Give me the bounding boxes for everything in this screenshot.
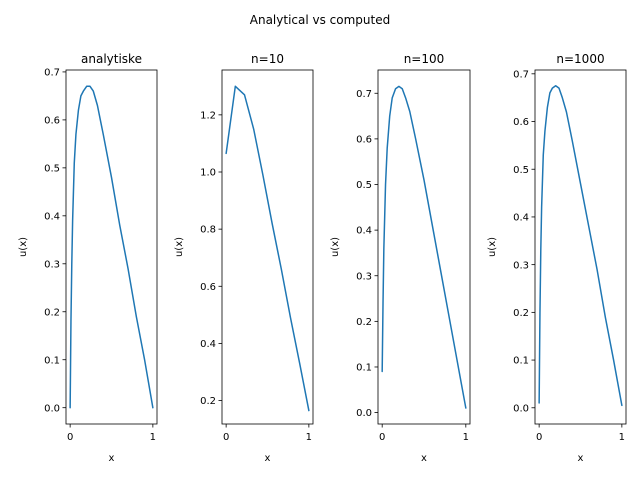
x-tick-label: 1 — [619, 432, 625, 443]
series-line — [225, 85, 310, 412]
axes-frame — [377, 69, 471, 425]
y-tick-label: 0.6 — [44, 115, 60, 126]
x-tick-label: 1 — [463, 432, 469, 443]
x-tick-label: 0 — [536, 432, 542, 443]
x-axis-label: x — [109, 453, 115, 464]
y-tick-label: 0.0 — [44, 403, 60, 414]
y-tick-label: 0.2 — [356, 317, 372, 328]
y-tick-label: 0.8 — [200, 225, 216, 236]
plot-area: 0 1 0.0 0.1 0.2 0.3 0.4 0.5 0.6 0.7 — [356, 69, 471, 443]
y-axis-label: u(x) — [174, 237, 185, 257]
x-axis-label: x — [578, 453, 584, 464]
series-line — [538, 84, 623, 407]
y-axis-label: u(x) — [18, 237, 29, 257]
x-tick-label: 1 — [306, 432, 312, 443]
plot-area: 0 1 0.0 0.1 0.2 0.3 0.4 0.5 0.6 0.7 — [44, 68, 158, 443]
x-tick-label: 0 — [67, 432, 73, 443]
subplot-n10: n=10 x u(x) 0 1 0.2 0.4 0.6 0.8 1.0 1.2 — [174, 52, 314, 464]
y-axis-label: u(x) — [487, 237, 498, 257]
y-tick-label: 0.3 — [44, 259, 60, 270]
y-tick-label: 1.2 — [200, 110, 216, 121]
x-tick-label: 0 — [223, 432, 229, 443]
y-axis-label: u(x) — [330, 237, 341, 257]
y-tick-label: 0.0 — [356, 408, 372, 419]
y-tick-label: 0.7 — [513, 69, 529, 80]
plot-area: 0 1 0.0 0.1 0.2 0.3 0.4 0.5 0.6 0.7 — [513, 69, 627, 443]
y-tick-label: 0.2 — [200, 396, 216, 407]
y-tick-label: 0.1 — [513, 356, 529, 367]
x-axis-label: x — [265, 453, 271, 464]
subplot-title: n=1000 — [556, 52, 604, 66]
y-tick-label: 0.6 — [513, 117, 529, 128]
series-line — [69, 85, 154, 409]
y-tick-label: 0.6 — [356, 134, 372, 145]
y-tick-label: 0.2 — [44, 307, 60, 318]
axes-frame — [65, 69, 158, 425]
subplot-title: n=10 — [251, 52, 284, 66]
subplot-n1000: n=1000 x u(x) 0 1 0.0 0.1 0.2 0.3 0.4 0.5 0.6 0.7 — [487, 52, 627, 464]
subplot-analytiske: analytiske x u(x) 0 1 0.0 0.1 0.2 0.3 0.4 0.5 0.… — [18, 52, 158, 464]
y-tick-label: 0.7 — [44, 68, 60, 79]
y-tick-label: 1.0 — [200, 168, 216, 179]
figure-title: Analytical vs computed — [250, 13, 390, 27]
y-tick-label: 0.4 — [356, 226, 372, 237]
x-axis-label: x — [421, 453, 427, 464]
x-tick-label: 0 — [379, 432, 385, 443]
plot-area: 0 1 0.2 0.4 0.6 0.8 1.0 1.2 — [200, 69, 314, 443]
series-line — [381, 85, 467, 409]
y-tick-label: 0.2 — [513, 308, 529, 319]
x-tick-label: 1 — [150, 432, 156, 443]
y-tick-label: 0.3 — [356, 271, 372, 282]
y-tick-label: 0.0 — [513, 403, 529, 414]
y-tick-label: 0.5 — [513, 165, 529, 176]
y-tick-label: 0.1 — [44, 355, 60, 366]
y-tick-label: 0.7 — [356, 89, 372, 100]
y-tick-label: 0.6 — [200, 282, 216, 293]
axes-frame — [534, 69, 627, 425]
y-tick-label: 0.4 — [513, 213, 529, 224]
y-tick-label: 0.1 — [356, 363, 372, 374]
y-tick-label: 0.5 — [44, 163, 60, 174]
y-tick-label: 0.4 — [200, 339, 216, 350]
subplot-title: analytiske — [81, 52, 142, 66]
subplot-n100: n=100 x u(x) 0 1 0.0 0.1 0.2 0.3 0.4 0.5 0.6 0.7 — [330, 52, 471, 464]
y-tick-label: 0.5 — [356, 180, 372, 191]
y-tick-label: 0.3 — [513, 260, 529, 271]
axes-frame — [221, 69, 314, 425]
subplot-title: n=100 — [404, 52, 445, 66]
y-tick-label: 0.4 — [44, 211, 60, 222]
